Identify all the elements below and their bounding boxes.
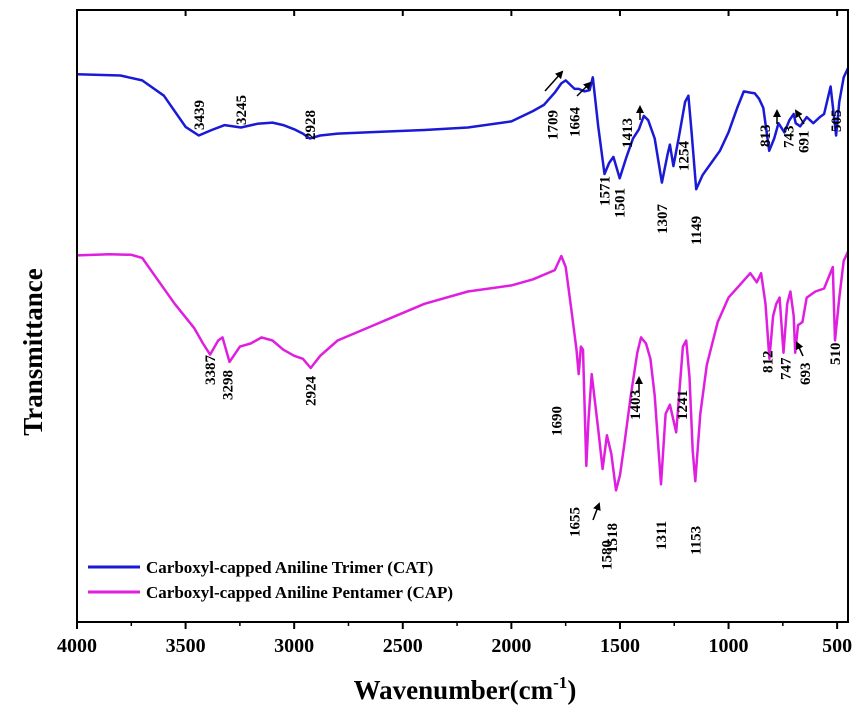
- series-line-pentamer: [76, 251, 850, 492]
- peak-label-pentamer-1518: 1518: [605, 523, 621, 553]
- peak-label-pentamer-693: 693: [798, 363, 814, 386]
- peak-label-pentamer-3387: 3387: [203, 355, 219, 386]
- x-axis-title-main: Wavenumber(cm: [354, 675, 554, 705]
- x-tick-label: 2000: [491, 635, 531, 657]
- peak-label-trimer-505: 505: [829, 110, 845, 133]
- peak-arrow-trimer-691: [794, 109, 805, 125]
- x-tick-label: 3500: [166, 635, 206, 657]
- x-tick-label: 2500: [383, 635, 423, 657]
- x-tick-label: 3000: [274, 635, 314, 657]
- peak-label-pentamer-1690: 1690: [550, 406, 566, 436]
- peak-label-trimer-691: 691: [797, 131, 813, 154]
- peak-annotations: 3439 3245 2928 1709 1664 1571 1501 1413 1307 1254…: [192, 70, 845, 570]
- peak-label-trimer-1149: 1149: [689, 216, 705, 245]
- x-axis-title-superscript: -1: [553, 673, 567, 692]
- peak-label-trimer-1709: 1709: [546, 110, 562, 140]
- x-tick-label: 500: [822, 635, 852, 657]
- peak-arrow-pentamer-1580: [592, 502, 601, 521]
- peak-label-trimer-1501: 1501: [613, 188, 629, 218]
- peak-label-trimer-1254: 1254: [676, 141, 692, 172]
- y-axis-title: Transmittance: [18, 268, 48, 435]
- peak-label-trimer-1664: 1664: [567, 107, 583, 138]
- plot-area: [76, 67, 850, 492]
- x-tick-label: 1500: [600, 635, 640, 657]
- peak-label-pentamer-2924: 2924: [304, 376, 320, 407]
- peak-label-pentamer-812: 812: [760, 351, 776, 374]
- peak-label-trimer-3439: 3439: [192, 100, 208, 130]
- peak-arrow-trimer-1709: [544, 70, 564, 92]
- x-axis-title-close: ): [567, 675, 576, 705]
- peak-label-pentamer-1655: 1655: [567, 507, 583, 537]
- peak-label-pentamer-1403: 1403: [628, 390, 644, 420]
- peak-label-pentamer-1580: 1580: [600, 540, 616, 570]
- peak-label-pentamer-1153: 1153: [688, 526, 704, 555]
- peak-label-pentamer-1241: 1241: [675, 390, 691, 420]
- series-line-trimer: [76, 67, 850, 191]
- x-axis-title: Wavenumber(cm-1): [354, 673, 577, 705]
- x-tick-label: 4000: [57, 635, 97, 657]
- peak-label-trimer-1307: 1307: [655, 204, 671, 235]
- peak-label-pentamer-510: 510: [828, 343, 844, 366]
- x-axis: 4000 3500 3000 2500 2000 1500 1000 500: [57, 9, 852, 657]
- peak-label-trimer-2928: 2928: [303, 110, 319, 140]
- peak-label-pentamer-747: 747: [779, 357, 795, 380]
- legend-label-trimer: Carboxyl-capped Aniline Trimer (CAT): [146, 558, 433, 577]
- x-tick-label: 1000: [709, 635, 749, 657]
- legend: Carboxyl-capped Aniline Trimer (CAT) Car…: [88, 558, 453, 602]
- legend-label-pentamer: Carboxyl-capped Aniline Pentamer (CAP): [146, 583, 453, 602]
- peak-label-trimer-1571: 1571: [598, 176, 614, 206]
- peak-label-trimer-813: 813: [758, 125, 774, 148]
- peak-label-trimer-3245: 3245: [234, 95, 250, 125]
- peak-label-trimer-743: 743: [781, 126, 797, 149]
- peak-arrow-pentamer-693: [795, 341, 804, 357]
- peak-arrow-trimer-1664: [576, 81, 592, 97]
- peak-label-trimer-1413: 1413: [620, 118, 636, 148]
- plot-frame: [76, 9, 849, 623]
- peak-label-pentamer-1311: 1311: [654, 521, 670, 550]
- peak-label-pentamer-3298: 3298: [221, 370, 237, 400]
